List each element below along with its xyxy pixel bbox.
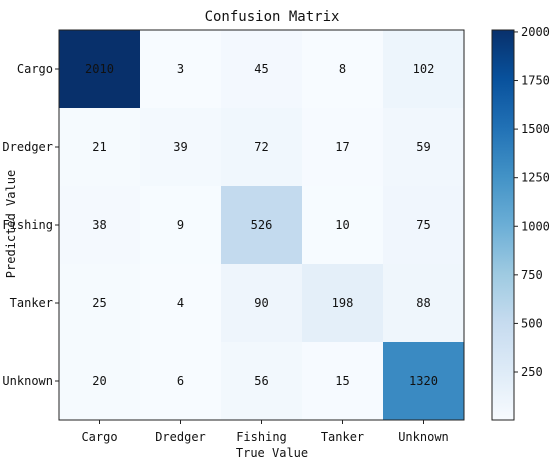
heatmap-cell — [383, 30, 464, 108]
heatmap-cell — [221, 264, 302, 342]
x-axis-ticks: Cargo Dredger Fishing Tanker Unknown — [81, 420, 449, 444]
colorbar-tick-label: 500 — [521, 316, 543, 330]
x-tick-label: Unknown — [398, 430, 449, 444]
heatmap-cells — [59, 30, 464, 420]
heatmap-cell — [140, 264, 221, 342]
cell-value-label: 38 — [92, 218, 106, 232]
cell-value-label: 75 — [416, 218, 430, 232]
heatmap-cell — [59, 30, 140, 108]
cell-value-label: 59 — [416, 140, 430, 154]
heatmap-cell — [140, 342, 221, 420]
heatmap-cell — [383, 108, 464, 186]
heatmap-cell — [59, 342, 140, 420]
colorbar — [491, 29, 515, 421]
colorbar-tick-label: 1750 — [521, 74, 550, 88]
cell-value-label: 15 — [335, 374, 349, 388]
heatmap-cell — [140, 186, 221, 264]
heatmap-cell — [221, 30, 302, 108]
x-tick-label: Fishing — [236, 430, 287, 444]
heatmap-cell — [221, 108, 302, 186]
cell-value-label: 20 — [92, 374, 106, 388]
cell-value-label: 3 — [177, 62, 184, 76]
cell-value-label: 198 — [332, 296, 354, 310]
heatmap-cell — [383, 186, 464, 264]
cell-value-label: 25 — [92, 296, 106, 310]
cell-value-label: 56 — [254, 374, 268, 388]
heatmap-cell — [302, 264, 383, 342]
cell-value-label: 88 — [416, 296, 430, 310]
cell-value-label: 2010 — [85, 62, 114, 76]
y-tick-label: Tanker — [10, 296, 53, 310]
cell-value-label: 10 — [335, 218, 349, 232]
colorbar-tick-label: 250 — [521, 365, 543, 379]
x-tick-label: Dredger — [155, 430, 206, 444]
cell-value-label: 4 — [177, 296, 184, 310]
cell-value-label: 45 — [254, 62, 268, 76]
heatmap-cell — [302, 30, 383, 108]
cell-value-label: 39 — [173, 140, 187, 154]
y-axis-label: Predicted Value — [4, 170, 18, 278]
y-tick-label: Unknown — [2, 374, 53, 388]
heatmap-cell — [221, 342, 302, 420]
x-tick-label: Cargo — [81, 430, 117, 444]
cell-value-label: 17 — [335, 140, 349, 154]
cell-value-label: 9 — [177, 218, 184, 232]
colorbar-tick-label: 1000 — [521, 219, 550, 233]
heatmap-cell — [221, 186, 302, 264]
cell-value-label: 21 — [92, 140, 106, 154]
y-tick-label: Fishing — [2, 218, 53, 232]
cell-value-label: 526 — [251, 218, 273, 232]
x-tick-label: Tanker — [321, 430, 364, 444]
x-axis-label: True Value — [236, 446, 308, 460]
cell-value-label: 102 — [413, 62, 435, 76]
heatmap-cell — [302, 108, 383, 186]
colorbar-tick-label: 1500 — [521, 122, 550, 136]
y-tick-label: Dredger — [2, 140, 53, 154]
heatmap-cell — [59, 264, 140, 342]
y-tick-label: Cargo — [17, 62, 53, 76]
cell-value-label: 8 — [339, 62, 346, 76]
heatmap-cell-labels: 2010 3 45 8 102 21 39 72 17 59 38 9 526 10 75 25 4 90 198 8… — [85, 62, 438, 388]
colorbar-tick-label: 1250 — [521, 171, 550, 185]
chart-title: Confusion Matrix — [205, 9, 340, 25]
colorbar-tick-label: 750 — [521, 268, 543, 282]
heatmap-cell — [59, 186, 140, 264]
colorbar-ticks: 250 500 750 1000 1250 1500 1750 2000 — [514, 25, 550, 379]
y-axis-ticks: Cargo Dredger Fishing Tanker Unknown — [2, 62, 59, 388]
cell-value-label: 6 — [177, 374, 184, 388]
heatmap-cell — [59, 108, 140, 186]
heatmap-cell — [383, 342, 464, 420]
heatmap-cell — [383, 264, 464, 342]
heatmap-cell — [140, 108, 221, 186]
cell-value-label: 90 — [254, 296, 268, 310]
heatmap-cell — [302, 186, 383, 264]
cell-value-label: 72 — [254, 140, 268, 154]
colorbar-tick-label: 2000 — [521, 25, 550, 39]
heatmap-cell — [140, 30, 221, 108]
heatmap-cell — [302, 342, 383, 420]
cell-value-label: 1320 — [409, 374, 438, 388]
